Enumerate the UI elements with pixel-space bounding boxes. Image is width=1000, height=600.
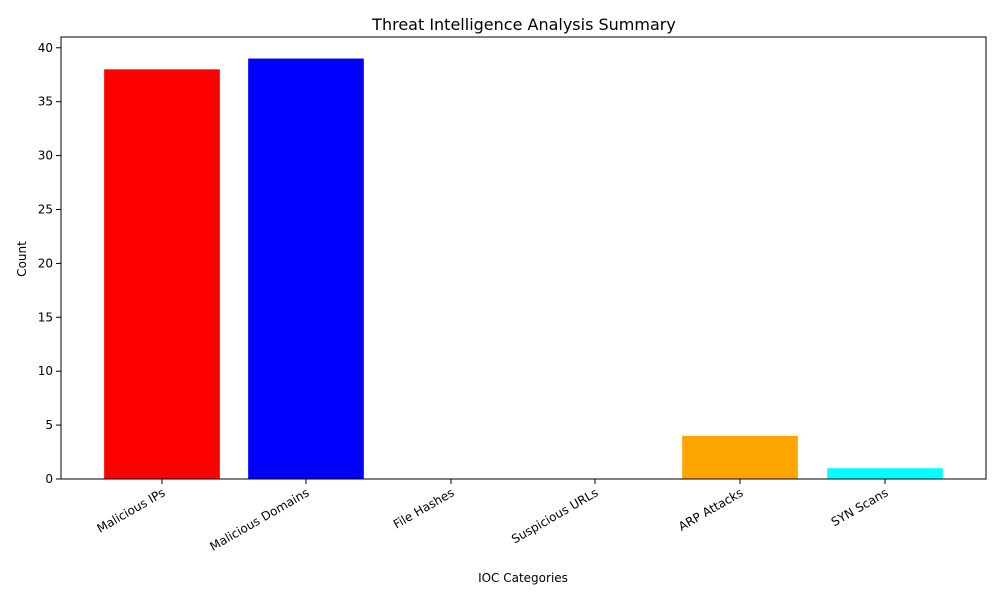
x-tick-label: Malicious Domains (207, 485, 311, 553)
y-tick-label: 0 (45, 472, 53, 486)
bars (104, 58, 943, 479)
x-tick-label: ARP Attacks (676, 485, 746, 533)
bar-arp-attacks (682, 435, 798, 479)
chart-title: Threat Intelligence Analysis Summary (371, 15, 676, 34)
x-tick-label: Malicious IPs (95, 485, 168, 535)
y-tick-label: 20 (38, 256, 53, 270)
x-tick-label: SYN Scans (829, 485, 891, 529)
y-tick-label: 5 (45, 418, 53, 432)
y-axis-ticks: 0 5 10 15 20 25 30 35 40 (38, 41, 61, 486)
x-tick-label: File Hashes (391, 485, 457, 531)
y-tick-label: 30 (38, 149, 53, 163)
x-tick-label: Suspicious URLs (509, 485, 600, 546)
plot-frame (60, 36, 987, 480)
y-axis-label: Count (15, 241, 29, 277)
y-tick-label: 15 (38, 310, 53, 324)
x-axis-label: IOC Categories (478, 571, 568, 585)
bar-malicious-domains (248, 58, 364, 479)
x-axis-ticks: Malicious IPs Malicious Domains File Hashe… (95, 479, 891, 554)
bar-malicious-ips (104, 69, 220, 479)
y-tick-label: 40 (38, 41, 53, 55)
bar-syn-scans (827, 468, 943, 479)
y-tick-label: 10 (38, 364, 53, 378)
y-tick-label: 25 (38, 202, 53, 216)
y-tick-label: 35 (38, 95, 53, 109)
